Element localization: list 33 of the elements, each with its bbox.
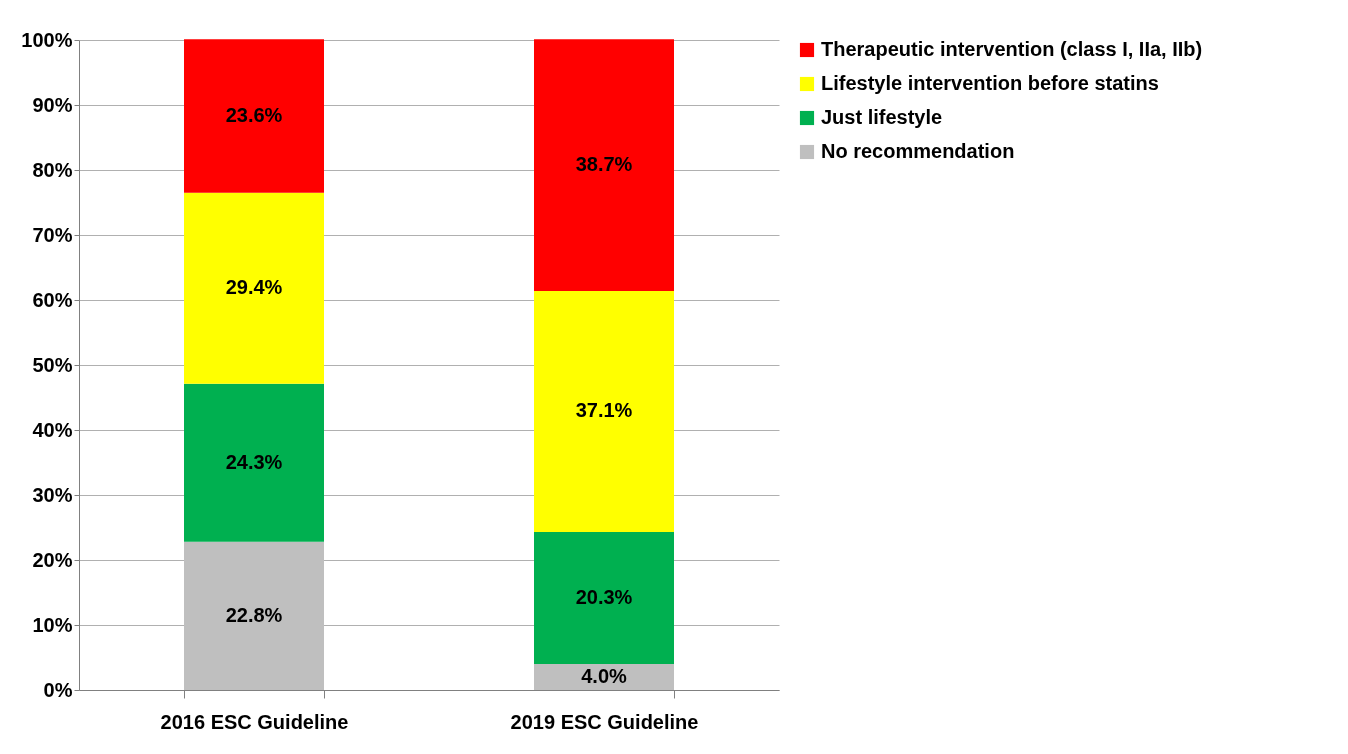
data-label: 20.3%: [575, 586, 633, 609]
bar: [534, 664, 674, 690]
y-tick-label: 20%: [32, 548, 73, 571]
bar: [534, 39, 674, 291]
y-tick-label: 30%: [32, 483, 73, 506]
data-label: 37.1%: [575, 399, 633, 422]
bar: [184, 39, 324, 193]
y-tick-label: 50%: [32, 353, 73, 376]
data-label: 23.6%: [225, 104, 283, 127]
x-tick-label: 2019 ESC Guideline: [510, 710, 699, 733]
bar: [184, 541, 324, 690]
legend-label: Lifestyle intervention before statins: [821, 72, 1159, 94]
legend-label: No recommendation: [821, 140, 1015, 162]
legend-label: Just lifestyle: [821, 106, 943, 128]
bar: [534, 290, 674, 533]
data-label: 29.4%: [225, 276, 283, 299]
y-tick-label: 60%: [32, 288, 73, 311]
y-tick-label: 80%: [32, 158, 73, 181]
bar: [534, 532, 674, 664]
data-label: 22.8%: [225, 603, 283, 626]
data-label: 38.7%: [575, 153, 633, 176]
x-tick-label: 2016 ESC Guideline: [160, 710, 349, 733]
bar: [184, 192, 324, 384]
legend-label: Therapeutic intervention (class I, IIa, IIb): [821, 38, 1203, 60]
data-label: 24.3%: [225, 450, 283, 473]
y-tick-label: 90%: [32, 93, 73, 116]
y-tick-label: 40%: [32, 418, 73, 441]
y-tick-label: 10%: [32, 613, 73, 636]
y-tick-label: 100%: [21, 28, 73, 51]
bar: [184, 383, 324, 542]
y-tick-label: 70%: [32, 223, 73, 246]
data-label: 4.0%: [581, 665, 628, 687]
y-tick-label: 0%: [43, 678, 73, 701]
